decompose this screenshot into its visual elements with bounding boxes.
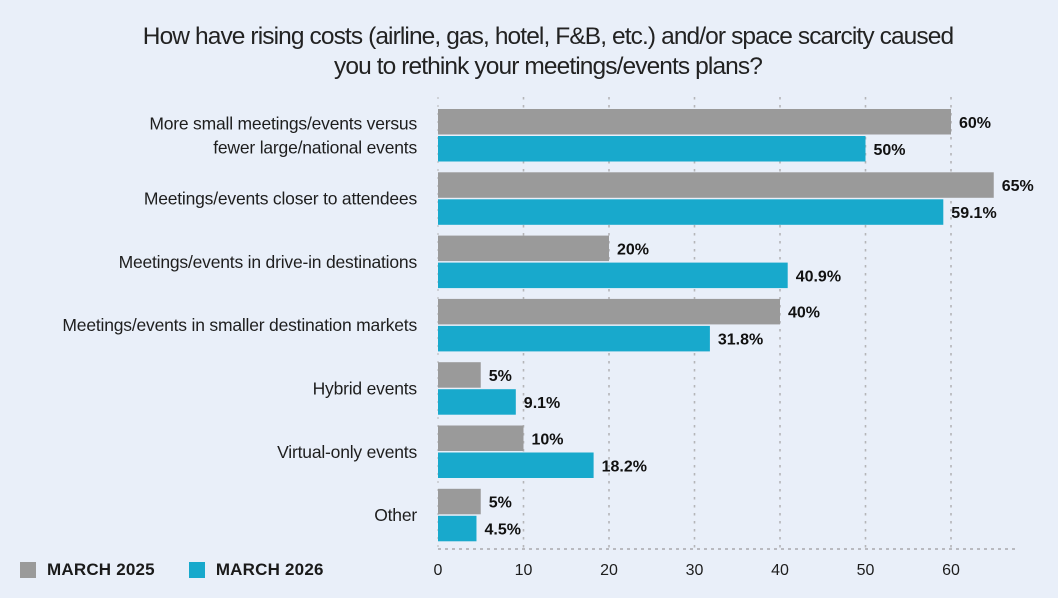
value-label-march-2025-1: 60% — [959, 115, 991, 132]
x-tick-label-20: 20 — [600, 562, 618, 579]
bar-march-2026-7 — [438, 515, 477, 542]
value-label-march-2026-4: 31.8% — [718, 332, 763, 349]
category-label-1-line-1: More small meetings/events versus — [149, 113, 417, 133]
value-label-march-2025-4: 40% — [788, 305, 820, 322]
legend: MARCH 2025 MARCH 2026 — [20, 560, 358, 580]
legend-item-march-2025: MARCH 2025 — [20, 560, 155, 580]
category-label-6: Virtual-only events — [277, 442, 417, 462]
value-label-march-2025-6: 10% — [532, 431, 564, 448]
x-tick-label-60: 60 — [942, 562, 960, 579]
legend-swatch-march-2026 — [188, 562, 205, 578]
value-label-march-2026-2: 59.1% — [951, 205, 996, 222]
bar-march-2025-7 — [438, 488, 481, 515]
legend-swatch-march-2025 — [20, 562, 36, 578]
chart-title: How have rising costs (airline, gas, hot… — [0, 22, 1058, 82]
bar-march-2026-2 — [438, 199, 944, 225]
x-tick-label-0: 0 — [434, 562, 443, 579]
bar-march-2025-2 — [438, 172, 994, 198]
x-tick-label-30: 30 — [686, 562, 704, 579]
chart-title-line-1: How have rising costs (airline, gas, hot… — [142, 23, 954, 50]
legend-label-march-2026: MARCH 2026 — [215, 560, 324, 579]
value-label-march-2025-2: 65% — [1002, 178, 1034, 195]
value-label-march-2025-7: 5% — [489, 495, 512, 512]
category-label-1-line-2: fewer large/national events — [213, 137, 417, 157]
chart-title-line-2: you to rethink your meetings/events plan… — [334, 53, 763, 80]
value-label-march-2026-5: 9.1% — [524, 395, 560, 412]
value-label-march-2026-3: 40.9% — [796, 268, 841, 285]
value-label-march-2026-6: 18.2% — [602, 458, 647, 475]
category-label-2: Meetings/events closer to attendees — [144, 189, 418, 209]
bar-march-2025-6 — [438, 425, 524, 451]
bar-march-2026-1 — [438, 136, 866, 162]
value-label-march-2026-7: 4.5% — [484, 522, 520, 539]
bar-march-2025-4 — [438, 298, 780, 325]
x-tick-label-10: 10 — [515, 562, 533, 579]
category-label-5: Hybrid events — [313, 378, 418, 398]
bar-march-2025-3 — [438, 235, 609, 262]
bar-march-2026-5 — [438, 389, 516, 415]
bar-march-2025-5 — [438, 362, 481, 388]
bar-march-2026-6 — [438, 452, 594, 478]
bar-march-2026-4 — [438, 325, 710, 352]
legend-item-march-2026: MARCH 2026 — [188, 560, 324, 580]
x-tick-label-50: 50 — [857, 562, 875, 579]
category-label-4: Meetings/events in smaller destination m… — [62, 315, 417, 335]
bar-march-2025-1 — [438, 109, 951, 135]
legend-label-march-2025: MARCH 2025 — [47, 560, 155, 579]
value-label-march-2025-3: 20% — [617, 241, 649, 258]
category-label-7: Other — [374, 505, 417, 525]
value-label-march-2025-5: 5% — [489, 368, 512, 385]
value-label-march-2026-1: 50% — [874, 142, 906, 159]
bar-march-2026-3 — [438, 262, 788, 289]
category-label-3: Meetings/events in drive-in destinations — [119, 252, 418, 272]
x-tick-label-40: 40 — [771, 562, 789, 579]
